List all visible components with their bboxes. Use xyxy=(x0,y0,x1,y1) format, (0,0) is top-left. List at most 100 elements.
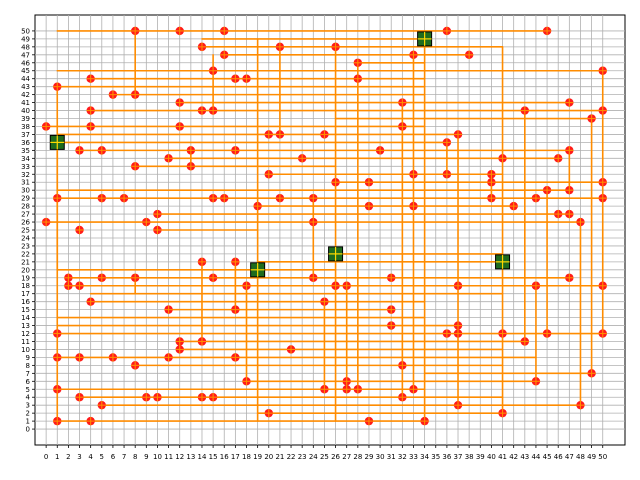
y-tick-label: 23 xyxy=(21,242,30,250)
pin-marker xyxy=(53,385,62,394)
pin-marker xyxy=(320,130,329,139)
x-tick-label: 3 xyxy=(77,453,81,461)
x-tick-label: 26 xyxy=(331,453,340,461)
pin-marker xyxy=(197,257,207,267)
pin-marker xyxy=(242,281,251,290)
pin-marker xyxy=(409,385,418,394)
pin-marker xyxy=(320,385,329,394)
y-axis-ticks: 0123456789101112131415161718192021222324… xyxy=(21,27,35,434)
x-tick-label: 27 xyxy=(342,453,351,461)
pin-marker xyxy=(119,193,129,203)
y-tick-label: 40 xyxy=(21,107,30,115)
x-tick-label: 10 xyxy=(153,453,162,461)
pin-marker xyxy=(409,170,418,179)
pin-marker xyxy=(97,193,106,203)
pin-marker xyxy=(398,98,407,107)
y-tick-label: 7 xyxy=(26,370,30,378)
x-tick-label: 40 xyxy=(487,453,496,461)
x-tick-label: 7 xyxy=(122,453,126,461)
pin-marker xyxy=(598,281,607,290)
pin-marker xyxy=(130,273,140,282)
pin-marker xyxy=(97,400,106,410)
pin-marker xyxy=(208,106,218,115)
pin-marker xyxy=(442,138,452,147)
pin-marker xyxy=(242,74,251,83)
pin-marker xyxy=(130,361,140,370)
y-tick-label: 43 xyxy=(21,83,30,91)
y-tick-label: 3 xyxy=(26,402,30,410)
pin-marker xyxy=(197,42,207,52)
pin-marker xyxy=(420,416,429,426)
pin-marker xyxy=(498,154,507,163)
y-tick-label: 39 xyxy=(21,115,30,123)
pin-marker xyxy=(53,353,62,362)
y-tick-label: 41 xyxy=(21,99,30,107)
hub-marker xyxy=(417,31,433,47)
pin-marker xyxy=(320,297,329,306)
y-tick-label: 22 xyxy=(21,250,30,258)
x-tick-label: 16 xyxy=(220,453,229,461)
pin-marker xyxy=(598,193,607,203)
pin-marker xyxy=(542,329,552,338)
pin-marker xyxy=(453,329,463,338)
pin-marker xyxy=(41,217,51,227)
pin-marker xyxy=(208,193,218,203)
pin-marker xyxy=(342,281,351,290)
y-tick-label: 31 xyxy=(21,179,30,187)
pin-marker xyxy=(286,345,296,354)
pin-marker xyxy=(264,170,273,179)
pin-marker xyxy=(498,329,507,338)
y-tick-label: 17 xyxy=(21,290,30,298)
y-tick-label: 13 xyxy=(21,322,30,330)
y-tick-label: 42 xyxy=(21,91,30,99)
y-tick-label: 28 xyxy=(21,203,30,211)
x-tick-label: 5 xyxy=(100,453,104,461)
x-tick-label: 22 xyxy=(287,453,296,461)
y-tick-label: 5 xyxy=(26,386,30,394)
x-tick-label: 33 xyxy=(409,453,418,461)
pin-marker xyxy=(220,50,229,60)
y-tick-label: 6 xyxy=(26,378,31,386)
pin-marker xyxy=(364,178,374,187)
pin-marker xyxy=(576,400,585,410)
pins xyxy=(41,26,607,426)
pin-marker xyxy=(309,193,318,203)
pin-marker xyxy=(164,154,173,163)
y-tick-label: 38 xyxy=(21,123,30,131)
y-tick-label: 4 xyxy=(26,394,31,402)
pin-marker xyxy=(97,146,106,155)
x-tick-label: 48 xyxy=(576,453,585,461)
pin-marker xyxy=(75,225,84,235)
pin-marker xyxy=(41,122,51,131)
pin-marker xyxy=(175,98,184,107)
pin-marker xyxy=(387,273,396,282)
pin-marker xyxy=(409,50,418,60)
pin-marker xyxy=(554,209,563,219)
pin-marker xyxy=(231,257,240,267)
pin-marker xyxy=(264,130,273,139)
y-tick-label: 21 xyxy=(21,258,30,266)
pin-marker xyxy=(175,122,184,131)
x-tick-label: 23 xyxy=(298,453,307,461)
pin-marker xyxy=(86,416,95,426)
y-tick-label: 36 xyxy=(21,139,30,147)
pin-marker xyxy=(598,66,607,75)
x-tick-label: 45 xyxy=(543,453,552,461)
x-tick-label: 13 xyxy=(186,453,195,461)
y-tick-label: 33 xyxy=(21,163,30,171)
pin-marker xyxy=(598,329,607,338)
y-tick-label: 24 xyxy=(21,234,30,242)
pin-marker xyxy=(175,26,184,36)
pin-marker xyxy=(53,82,62,91)
y-tick-label: 20 xyxy=(21,266,30,274)
pin-marker xyxy=(231,146,240,155)
x-tick-label: 30 xyxy=(376,453,385,461)
x-tick-label: 29 xyxy=(365,453,374,461)
pin-marker xyxy=(509,201,518,211)
pin-marker xyxy=(487,170,496,179)
pin-marker xyxy=(598,178,607,187)
pin-marker xyxy=(231,353,240,362)
pin-marker xyxy=(487,193,496,203)
pin-marker xyxy=(75,393,84,402)
y-tick-label: 0 xyxy=(26,426,30,434)
